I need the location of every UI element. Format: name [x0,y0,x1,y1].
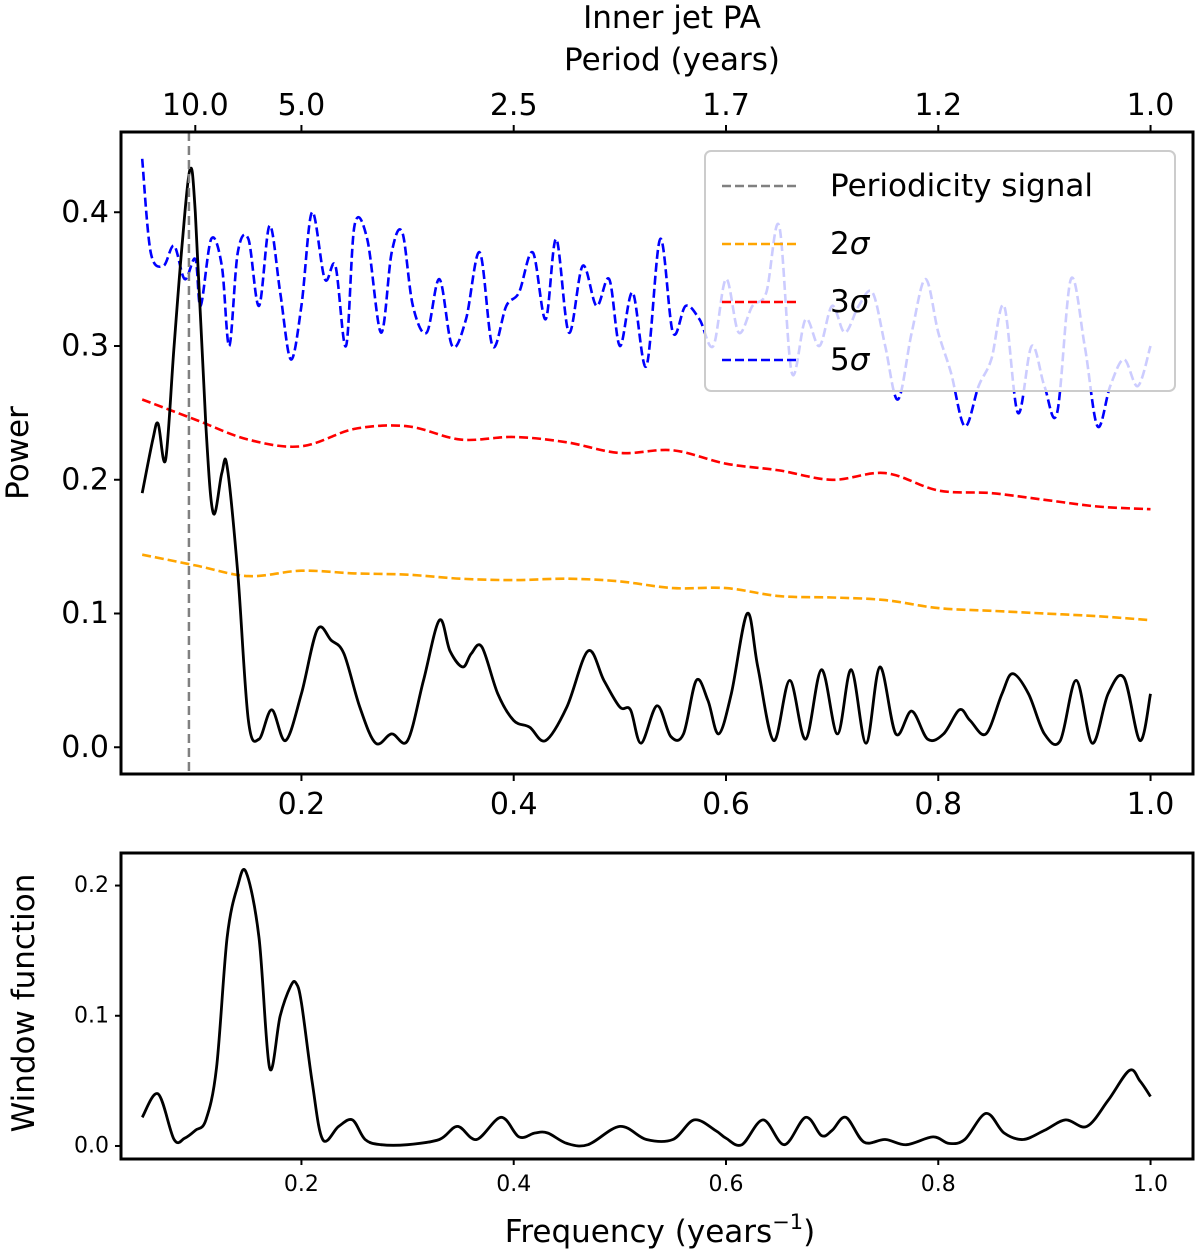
series-line-power [140,166,1152,746]
periodogram-panel: 0.2 0.4 0.6 0.8 1.0 0.0 0.1 0.2 0.3 0.4 Power Pe… [0,130,1195,822]
x-tick-label: 0.4 [490,787,538,822]
legend-label-sigma: σ [850,226,871,262]
window-frame [119,851,1195,1161]
y-tick-label: 0.1 [74,1003,109,1028]
periodogram-y-ticks: 0.0 0.1 0.2 0.3 0.4 [61,195,121,765]
window-panel: 0.2 0.4 0.6 0.8 1.0 0.0 0.1 0.2 Window functio… [6,851,1195,1250]
legend-label: Periodicity signal [830,168,1093,204]
y-tick-label: 0.3 [61,329,109,364]
window-series [140,867,1152,1148]
y-tick-label: 0.1 [61,596,109,631]
legend-label-number: 2 [830,226,850,262]
top-tick-label: 1.0 [1127,88,1175,123]
x-tick-label: 1.0 [1127,787,1175,822]
periodogram-series [140,158,1152,746]
series-line-3-sigma [141,398,1151,511]
top-tick-label: 10.0 [162,88,229,123]
y-tick-label: 0.2 [74,873,109,898]
top-tick-label: 1.2 [914,88,962,123]
x-tick-label: 0.8 [921,1172,956,1197]
legend-label-number: 3 [830,284,850,320]
x-tick-label: 0.6 [708,1172,743,1197]
legend-label: 5σ [830,342,871,378]
x-tick-label: 0.6 [702,787,750,822]
top-tick-label: 1.7 [702,88,750,123]
legend-label-sigma: σ [850,284,871,320]
y-tick-label: 0.0 [61,730,109,765]
top-axis-label: Period (years) [564,42,780,78]
series-line-2-sigma [141,553,1151,622]
top-tick-label: 2.5 [490,88,538,123]
legend-box [704,150,1176,392]
legend-label-sigma: σ [850,342,871,378]
x-tick-label: 0.2 [284,1172,319,1197]
x-tick-label: 0.8 [914,787,962,822]
y-tick-label: 0.4 [61,195,109,230]
legend-label: 3σ [830,284,871,320]
periodogram-x-ticks: 0.2 0.4 0.6 0.8 1.0 [278,774,1175,822]
frequency-axis-label: Frequency (years−1) [505,1210,815,1250]
x-tick-label: 0.4 [496,1172,531,1197]
power-axis-label: Power [0,406,36,500]
frequency-label-close: ) [803,1214,815,1250]
series-line-5-sigma [140,158,1152,429]
series-line-window-function [140,867,1152,1148]
legend-label-number: 5 [830,342,850,378]
legend-label: 2σ [830,226,871,262]
figure-title: Inner jet PA [583,0,761,36]
window-y-ticks: 0.0 0.1 0.2 [74,873,121,1158]
window-axis-label: Window function [6,874,42,1133]
x-tick-label: 1.0 [1133,1172,1168,1197]
window-x-ticks: 0.2 0.4 0.6 0.8 1.0 [284,1159,1168,1197]
top-axis-ticks: 10.0 5.0 2.5 1.7 1.2 1.0 [162,88,1175,132]
top-tick-label: 5.0 [278,88,326,123]
y-tick-label: 0.0 [74,1133,109,1158]
frequency-label-main: Frequency (years [505,1214,772,1250]
y-tick-label: 0.2 [61,462,109,497]
periodogram-frame [119,130,1195,776]
x-tick-label: 0.2 [278,787,326,822]
frequency-label-exponent: −1 [772,1210,803,1234]
